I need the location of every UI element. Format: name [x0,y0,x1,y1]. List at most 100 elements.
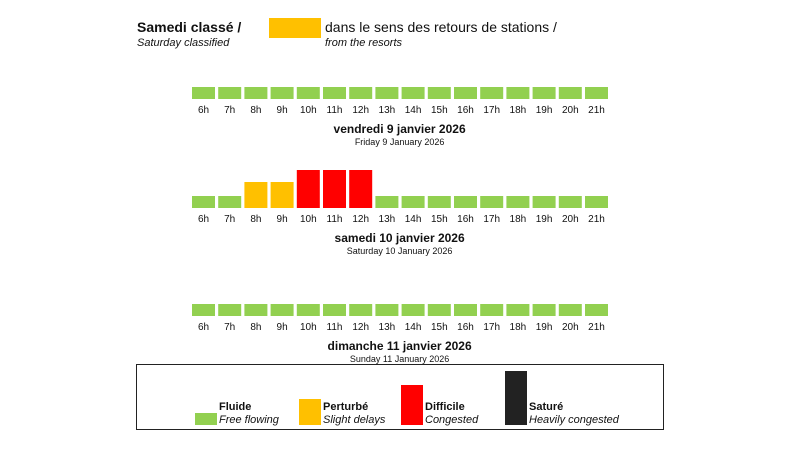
legend-label-en: Free flowing [219,414,279,426]
bar-11h-difficile [323,170,346,208]
tick-label: 18h [510,214,527,225]
legend: Fluide Free flowing Perturbé Slight delays D… [136,364,664,430]
bar-17h-fluide [480,304,504,316]
tick-label: 7h [224,322,235,333]
bar-8h-perturbe [244,182,268,208]
bar-10h-fluide [296,304,320,316]
tick-label: 11h [327,105,343,116]
tick-label: 16h [457,214,474,225]
chart-title: dimanche 11 janvier 2026 [328,339,472,353]
header-direction-en: from the resorts [325,37,403,49]
bar-11h-fluide [323,87,346,99]
bar-16h-fluide [454,304,477,316]
legend-swatch-difficile [401,385,423,425]
legend-label-en: Heavily congested [529,414,619,426]
bar-18h-fluide [506,87,530,99]
bar-6h-fluide [192,304,215,316]
bar-15h-fluide [427,87,451,99]
tick-label: 10h [300,322,317,333]
tick-label: 14h [405,322,422,333]
legend-label-fr: Saturé [529,401,564,413]
tick-label: 10h [300,214,317,225]
legend-swatch-fluide [195,413,217,425]
legend-swatch-perturbe [299,399,321,425]
bar-10h-difficile [296,170,320,208]
header-title-fr: Samedi classé / [137,19,242,35]
tick-label: 15h [431,322,448,333]
bar-20h-fluide [558,87,582,99]
tick-label: 17h [483,322,500,333]
bar-8h-fluide [244,304,268,316]
tick-label: 6h [198,214,209,225]
header-title-en: Saturday classified [137,37,230,49]
tick-label: 20h [562,322,579,333]
bar-15h-fluide [427,304,451,316]
bar-12h-fluide [349,304,373,316]
bar-14h-fluide [401,87,425,99]
tick-label: 9h [277,214,288,225]
tick-label: 20h [562,105,579,116]
tick-label: 16h [457,322,474,333]
tick-label: 6h [198,105,209,116]
tick-label: 13h [379,105,396,116]
bar-16h-fluide [454,196,477,208]
bar-15h-fluide [427,196,451,208]
tick-label: 8h [250,105,261,116]
legend-label-en: Congested [425,414,479,426]
tick-label: 7h [224,214,235,225]
bar-9h-perturbe [270,182,294,208]
bar-19h-fluide [532,196,556,208]
tick-label: 11h [327,322,343,333]
bar-7h-fluide [218,196,242,208]
bar-6h-fluide [192,196,215,208]
bar-12h-difficile [349,170,373,208]
chart-title: vendredi 9 janvier 2026 [334,122,466,136]
bar-19h-fluide [532,304,556,316]
bar-20h-fluide [558,304,582,316]
bar-16h-fluide [454,87,477,99]
bar-9h-fluide [270,87,294,99]
tick-label: 14h [405,214,422,225]
bar-17h-fluide [480,87,504,99]
bar-20h-fluide [558,196,582,208]
tick-label: 7h [224,105,235,116]
legend-label-fr: Perturbé [323,401,369,413]
bar-10h-fluide [296,87,320,99]
tick-label: 8h [250,322,261,333]
tick-label: 19h [536,214,553,225]
bar-17h-fluide [480,196,504,208]
tick-label: 13h [379,214,396,225]
header-direction-fr: dans le sens des retours de stations / [325,19,557,35]
bar-18h-fluide [506,196,530,208]
tick-label: 15h [431,105,448,116]
bar-7h-fluide [218,87,242,99]
tick-label: 12h [352,105,369,116]
bar-21h-fluide [585,196,608,208]
tick-label: 6h [198,322,209,333]
tick-label: 9h [277,105,288,116]
chart-subtitle: Sunday 11 January 2026 [350,354,449,364]
bar-21h-fluide [585,304,608,316]
bar-12h-fluide [349,87,373,99]
tick-label: 8h [250,214,261,225]
bar-13h-fluide [375,304,399,316]
bar-9h-fluide [270,304,294,316]
bar-18h-fluide [506,304,530,316]
tick-label: 20h [562,214,579,225]
tick-label: 21h [588,322,605,333]
bar-7h-fluide [218,304,242,316]
tick-label: 14h [405,105,422,116]
tick-label: 17h [483,214,500,225]
tick-label: 16h [457,105,474,116]
tick-label: 12h [352,214,369,225]
tick-label: 18h [510,322,527,333]
tick-label: 17h [483,105,500,116]
legend-label-fr: Fluide [219,401,252,413]
tick-label: 13h [379,322,396,333]
header-color-swatch [269,18,321,38]
tick-label: 11h [327,214,343,225]
bar-19h-fluide [532,87,556,99]
legend-swatch-sature [505,371,527,425]
tick-label: 19h [536,322,553,333]
chart-title: samedi 10 janvier 2026 [335,231,465,245]
